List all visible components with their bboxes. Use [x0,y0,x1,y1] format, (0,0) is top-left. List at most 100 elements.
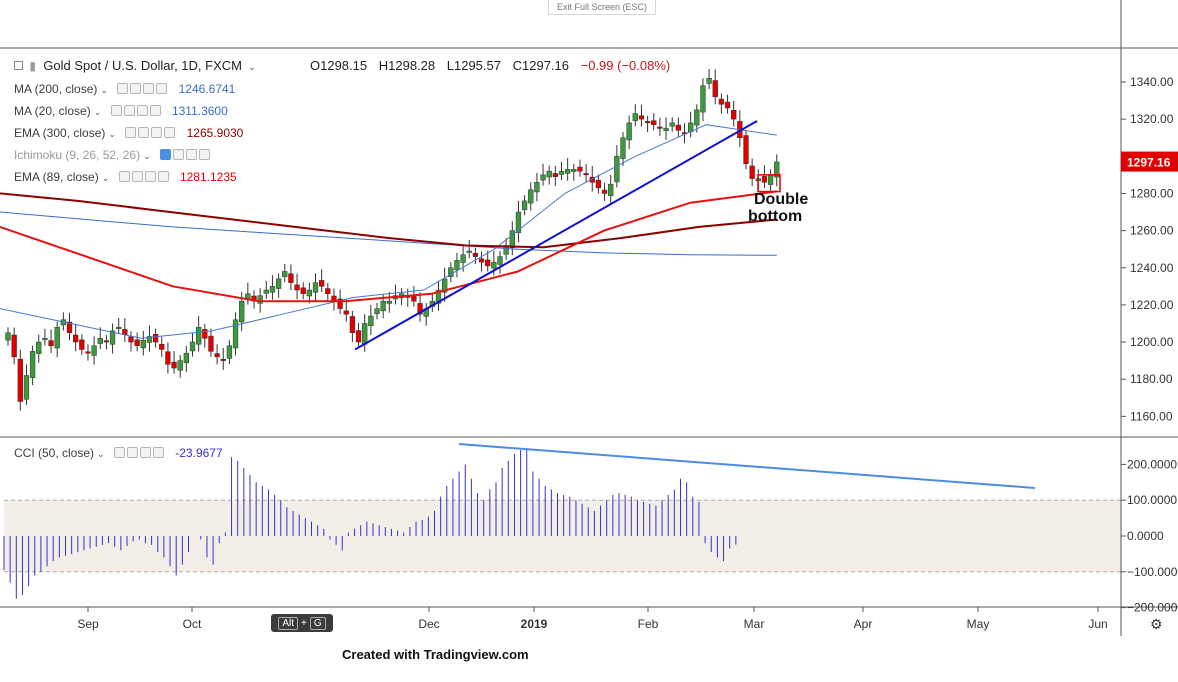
candle-body [171,361,177,369]
x-tick-label: Feb [638,617,659,631]
x-tick-label: Jun [1088,617,1107,631]
candle-body [85,351,91,354]
candle-body [546,170,552,178]
candle-body [282,271,288,277]
chevron-down-icon[interactable]: ⌄ [101,173,110,183]
candle-body [386,300,392,304]
candle-body [128,336,134,343]
chevron-down-icon[interactable]: ⌄ [100,85,108,95]
candle-body [558,170,565,175]
candle-body [509,230,515,248]
candle-body [23,375,30,400]
candle-body [177,360,183,371]
candle-body [669,122,675,127]
indicator-controls[interactable] [117,83,169,97]
chevron-down-icon[interactable]: ⌄ [248,62,256,72]
candle-body [565,169,571,174]
candle-body [140,339,146,349]
cci-value: -23.9677 [175,446,223,460]
collapse-icon[interactable] [14,61,23,70]
candle-body [134,339,140,347]
chevron-down-icon[interactable]: ⌄ [108,129,116,139]
gear-icon[interactable]: ⚙ [1150,616,1163,632]
cci-label: CCI (50, close) [14,446,95,460]
candle-body [694,109,700,126]
indicator-value: 1281.1235 [179,170,237,184]
indicator-controls[interactable] [159,149,212,163]
chevron-down-icon[interactable]: ⌄ [97,449,105,459]
exit-full-screen-button[interactable]: Exit Full Screen (ESC) [548,0,656,15]
indicator-row-ema300[interactable]: EMA (300, close) ⌄ 1265.9030 [14,126,243,141]
x-tick-label: 2019 [521,617,548,631]
candle-body [306,289,313,297]
candle-body [724,101,731,109]
candle-body [380,300,386,312]
candle-body [601,189,608,194]
candle-body [583,173,589,176]
candle-body [632,113,638,121]
candle-body [454,260,460,271]
candle-body [17,358,23,402]
g-key-label: G [309,616,326,630]
candle-body [42,338,48,341]
x-tick-label: Sep [77,617,99,631]
candle-body [485,259,491,267]
indicator-row-ichimoku[interactable]: Ichimoku (9, 26, 52, 26) ⌄ [14,148,212,163]
indicator-value: 1265.9030 [186,126,244,140]
y-tick-label: 1220.00 [1130,298,1174,312]
indicator-controls[interactable] [113,447,166,461]
candle-body [152,333,159,343]
last-price-value: 1297.16 [1127,156,1171,170]
indicator-controls[interactable] [125,127,177,141]
indicator-row-ema89[interactable]: EMA (89, close) ⌄ 1281.1235 [14,170,237,185]
candle-body [417,303,423,315]
candle-body [337,298,343,309]
candle-body [319,280,325,287]
y-tick-label: 1240.00 [1130,261,1174,275]
indicator-row-ma20[interactable]: MA (20, close) ⌄ 1311.3600 [14,104,228,119]
candle-body [325,288,331,295]
cci-y-tick-label: 100.0000 [1127,493,1177,507]
symbol-icon: ▮ [29,59,36,73]
candle-body [528,189,534,204]
candle-body [91,345,97,356]
candle-body [183,352,189,364]
candle-body [595,179,602,189]
candle-body [263,289,269,294]
footer-credit: Created with Tradingview.com [342,647,529,662]
symbol-legend[interactable]: ▮ Gold Spot / U.S. Dollar, 1D, FXCM ⌄ [14,58,256,73]
cci-y-tick-label: 0.0000 [1127,529,1164,543]
chevron-down-icon[interactable]: ⌄ [143,151,151,161]
indicator-controls[interactable] [118,171,171,185]
candle-body [29,351,36,378]
candle-body [515,211,522,234]
candle-body [478,258,485,263]
candle-body [608,183,614,196]
y-tick-label: 1160.00 [1130,409,1173,423]
candle-body [442,278,448,293]
cci-legend[interactable]: CCI (50, close) ⌄ -23.9677 [14,446,223,461]
cci-y-tick-label: −200.0000 [1127,601,1178,615]
candle-body [103,340,110,343]
candle-body [275,278,282,289]
candle-body [521,200,528,211]
candle-body [614,156,620,183]
candle-body [626,122,632,141]
indicator-row-ma200[interactable]: MA (200, close) ⌄ 1246.6741 [14,82,235,97]
candle-body [97,338,103,344]
chevron-down-icon[interactable]: ⌄ [93,107,102,117]
y-tick-label: 1280.00 [1130,186,1174,200]
candle-body [73,334,79,343]
candle-body [165,351,171,365]
indicator-value: 1246.6741 [178,82,236,96]
annotation-text: bottom [748,208,802,225]
cci-band [4,500,1121,572]
plus-label: + [301,617,307,629]
candle-body [226,345,233,359]
candle-body [577,166,583,172]
candle-body [497,256,503,265]
indicator-controls[interactable] [110,105,163,119]
alt-g-shortcut-badge[interactable]: Alt + G [271,614,333,632]
candle-body [54,326,60,349]
